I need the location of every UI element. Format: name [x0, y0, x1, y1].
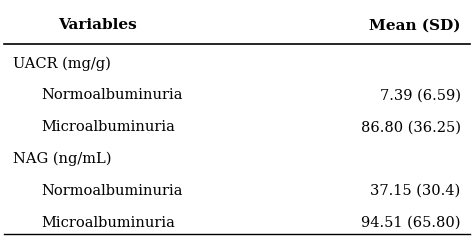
Text: UACR (mg/g): UACR (mg/g): [13, 56, 111, 71]
Text: Microalbuminuria: Microalbuminuria: [41, 216, 175, 230]
Text: Normoalbuminuria: Normoalbuminuria: [41, 184, 183, 198]
Text: 37.15 (30.4): 37.15 (30.4): [370, 184, 461, 198]
Text: 7.39 (6.59): 7.39 (6.59): [380, 88, 461, 102]
Text: Variables: Variables: [58, 18, 137, 33]
Text: Microalbuminuria: Microalbuminuria: [41, 120, 175, 134]
Text: 94.51 (65.80): 94.51 (65.80): [361, 216, 461, 230]
Text: NAG (ng/mL): NAG (ng/mL): [13, 152, 112, 166]
Text: Normoalbuminuria: Normoalbuminuria: [41, 88, 183, 102]
Text: 86.80 (36.25): 86.80 (36.25): [361, 120, 461, 134]
Text: Mean (SD): Mean (SD): [369, 18, 461, 33]
